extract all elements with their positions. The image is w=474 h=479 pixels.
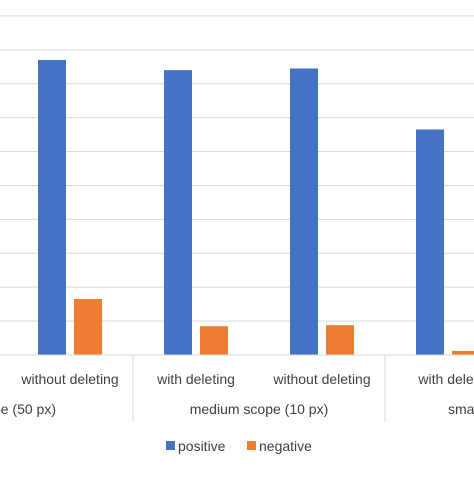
- category-labels: without deleting with deleting without del…: [0, 371, 474, 417]
- positive-bar: [290, 68, 318, 355]
- group-label: pe (50 px): [0, 401, 56, 417]
- positive-bar: [416, 129, 444, 355]
- category-label: with delet: [417, 371, 474, 387]
- x-axis: [0, 354, 474, 422]
- category-label: without deleting: [20, 371, 118, 387]
- positive-bar: [38, 59, 66, 356]
- group-label: medium scope (10 px): [190, 401, 329, 417]
- legend-label: negative: [259, 438, 312, 454]
- bars: [38, 59, 474, 356]
- legend-swatch: [247, 441, 256, 450]
- negative-bar: [74, 299, 102, 355]
- legend-swatch: [166, 441, 175, 450]
- category-label: with deleting: [156, 371, 235, 387]
- legend: positive negative: [166, 438, 312, 454]
- legend-label: positive: [178, 438, 226, 454]
- category-label: without deleting: [272, 371, 370, 387]
- negative-bar: [200, 326, 228, 355]
- negative-bar: [452, 350, 474, 355]
- positive-bar: [164, 70, 192, 355]
- negative-bar: [326, 325, 354, 355]
- gridlines: [0, 15, 474, 322]
- group-label: sma: [448, 401, 474, 417]
